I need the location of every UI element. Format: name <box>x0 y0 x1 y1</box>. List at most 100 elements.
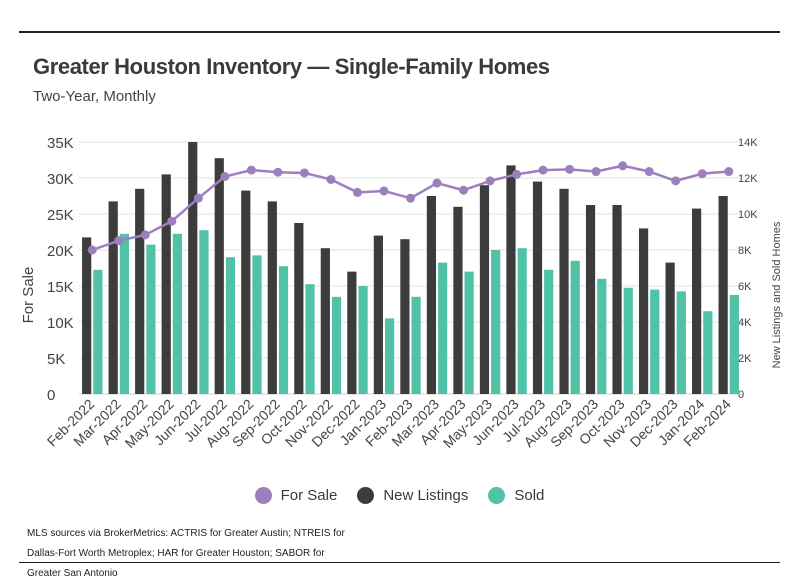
chart-legend: For Sale New Listings Sold <box>0 487 799 504</box>
sold-bar <box>358 286 368 394</box>
right-tick-label: 8K <box>738 245 752 257</box>
bottom-rule <box>19 562 780 563</box>
sold-bar <box>597 278 607 394</box>
for-sale-point <box>352 187 362 197</box>
legend-item-sold[interactable]: Sold <box>488 487 544 504</box>
sold-swatch-icon <box>488 487 506 504</box>
new-listings-bar <box>506 165 516 394</box>
for-sale-point <box>406 193 415 203</box>
new-listings-bar <box>188 142 198 394</box>
new-listings-bar <box>665 262 675 394</box>
left-tick-label: 15K <box>47 279 74 296</box>
for-sale-point <box>459 185 469 195</box>
for-sale-point <box>379 186 389 196</box>
legend-item-for-sale[interactable]: For Sale <box>254 487 338 504</box>
sold-bar <box>438 262 448 394</box>
new-listings-bar <box>108 201 118 394</box>
for-sale-point <box>220 172 230 182</box>
sold-bar <box>544 269 554 394</box>
source-note: MLS sources via BrokerMetrics: ACTRIS fo… <box>27 528 345 579</box>
sold-bar <box>172 233 183 394</box>
for-sale-point <box>246 165 256 175</box>
for-sale-swatch-icon <box>254 487 272 504</box>
new-listings-bar <box>453 206 463 394</box>
sold-bar <box>650 289 660 394</box>
for-sale-point <box>591 167 601 177</box>
for-sale-point <box>485 176 495 186</box>
chart-title: Greater Houston Inventory — Single-Famil… <box>33 54 550 79</box>
new-listings-bar <box>241 190 251 394</box>
right-tick-label: 14K <box>738 137 758 149</box>
sold-bar <box>517 248 527 394</box>
new-listings-bar <box>692 208 702 394</box>
legend-item-new-listings[interactable]: New Listings <box>357 487 468 504</box>
left-tick-label: 10K <box>47 315 74 332</box>
legend-label-sold: Sold <box>514 487 545 504</box>
for-sale-point <box>114 236 124 246</box>
new-listings-bar <box>214 158 224 394</box>
new-listings-bar <box>320 248 330 394</box>
left-tick-label: 35K <box>47 135 74 152</box>
for-sale-point <box>193 193 203 203</box>
new-listings-bar <box>559 188 569 394</box>
right-tick-label: 0 <box>738 389 744 401</box>
sold-bar <box>676 291 686 394</box>
for-sale-point <box>326 174 336 184</box>
for-sale-point <box>697 169 707 179</box>
new-listings-bar <box>294 223 304 394</box>
right-tick-label: 4K <box>738 317 752 329</box>
sold-bar <box>570 260 580 394</box>
chart-subtitle: Two-Year, Monthly <box>33 88 156 105</box>
for-sale-point <box>644 167 654 177</box>
new-listings-bar <box>479 185 490 394</box>
right-tick-label: 2K <box>738 353 752 365</box>
new-listings-bar <box>638 228 649 394</box>
new-listings-bar <box>82 237 92 394</box>
left-tick-label: 0 <box>47 387 55 404</box>
sold-bar <box>225 257 236 394</box>
for-sale-point <box>618 161 628 171</box>
sold-bar <box>278 266 289 394</box>
sold-bar <box>146 244 156 394</box>
sold-bar <box>199 230 209 394</box>
legend-label-new-listings: New Listings <box>383 487 469 504</box>
for-sale-point <box>273 167 283 177</box>
new-listings-bar <box>373 235 383 394</box>
for-sale-point <box>512 169 522 179</box>
sold-bar <box>305 284 315 394</box>
for-sale-point <box>167 216 177 226</box>
new-listings-bar <box>532 181 543 394</box>
sold-bar <box>93 269 103 394</box>
new-listings-bar <box>585 205 596 394</box>
y2-axis-label: New Listings and Sold Homes <box>771 221 783 368</box>
sold-bar <box>252 255 262 394</box>
sold-bar <box>491 250 501 394</box>
new-listings-bar <box>161 174 171 394</box>
for-sale-point <box>432 178 442 188</box>
new-listings-bar <box>347 271 357 394</box>
legend-label-for-sale: For Sale <box>280 487 338 504</box>
new-listings-bar <box>718 196 728 394</box>
sold-bar <box>384 318 395 394</box>
sold-bar <box>729 295 739 394</box>
for-sale-point <box>538 165 548 175</box>
for-sale-point <box>299 168 309 178</box>
for-sale-point <box>671 176 681 186</box>
new-listings-bar <box>135 188 145 394</box>
sold-bar <box>623 287 633 394</box>
new-listings-swatch-icon <box>357 487 375 504</box>
sold-bar <box>411 296 421 394</box>
top-rule <box>19 31 780 33</box>
right-tick-label: 6K <box>738 281 752 293</box>
for-sale-point <box>140 230 150 240</box>
left-tick-label: 5K <box>47 351 65 368</box>
new-listings-bar <box>267 201 277 394</box>
for-sale-point <box>724 167 734 177</box>
right-tick-label: 10K <box>738 209 758 221</box>
new-listings-bar <box>612 205 622 394</box>
right-tick-label: 12K <box>738 173 758 185</box>
for-sale-point <box>565 164 575 174</box>
left-tick-label: 30K <box>47 171 74 188</box>
sold-bar <box>119 233 129 394</box>
